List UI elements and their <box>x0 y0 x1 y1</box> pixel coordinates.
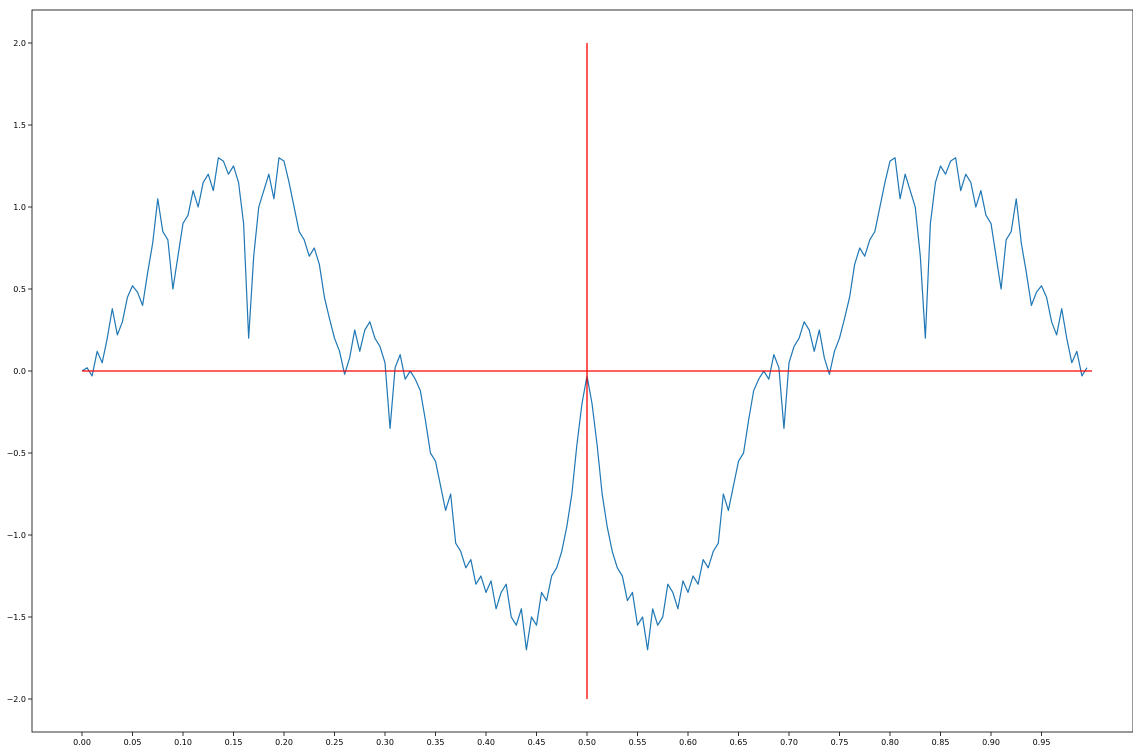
x-tick-label: 0.60 <box>679 738 697 746</box>
x-tick-label: 0.80 <box>881 738 899 746</box>
y-tick-label: 2.0 <box>13 39 26 48</box>
x-tick-label: 0.85 <box>932 738 950 746</box>
x-axis: 0.00 0.05 0.10 0.15 0.20 0.25 0.30 0.35 0.40 0.45… <box>73 732 1050 746</box>
y-tick-label: −1.0 <box>7 531 26 540</box>
y-tick-label: −0.5 <box>7 449 26 458</box>
x-tick-label: 0.10 <box>174 738 192 746</box>
x-tick-label: 0.50 <box>578 738 596 746</box>
x-tick-label: 0.70 <box>780 738 798 746</box>
x-tick-label: 0.35 <box>427 738 445 746</box>
x-tick-label: 0.20 <box>275 738 293 746</box>
x-tick-label: 0.55 <box>629 738 647 746</box>
x-tick-label: 0.65 <box>730 738 748 746</box>
x-tick-label: 0.05 <box>124 738 142 746</box>
plot-marks <box>81 43 1092 699</box>
y-tick-label: 1.5 <box>13 121 26 130</box>
y-tick-label: −2.0 <box>7 695 26 704</box>
x-tick-label: 0.00 <box>73 738 91 746</box>
y-tick-label: 1.0 <box>13 203 26 212</box>
x-tick-label: 0.40 <box>477 738 495 746</box>
plot-frame <box>31 9 1133 733</box>
x-tick-label: 0.15 <box>225 738 243 746</box>
y-tick-label: 0.0 <box>13 367 26 376</box>
x-tick-label: 0.75 <box>831 738 849 746</box>
y-tick-label: −1.5 <box>7 613 26 622</box>
x-tick-label: 0.95 <box>1033 738 1051 746</box>
x-tick-label: 0.90 <box>982 738 1000 746</box>
x-tick-label: 0.45 <box>528 738 546 746</box>
x-tick-label: 0.30 <box>376 738 394 746</box>
signal-series-line <box>81 157 1088 651</box>
y-axis: 2.0 1.5 1.0 0.5 0.0 −0.5 −1.0 −1.5 −2.0 <box>7 39 32 704</box>
y-tick-label: 0.5 <box>13 285 26 294</box>
x-tick-label: 0.25 <box>326 738 344 746</box>
